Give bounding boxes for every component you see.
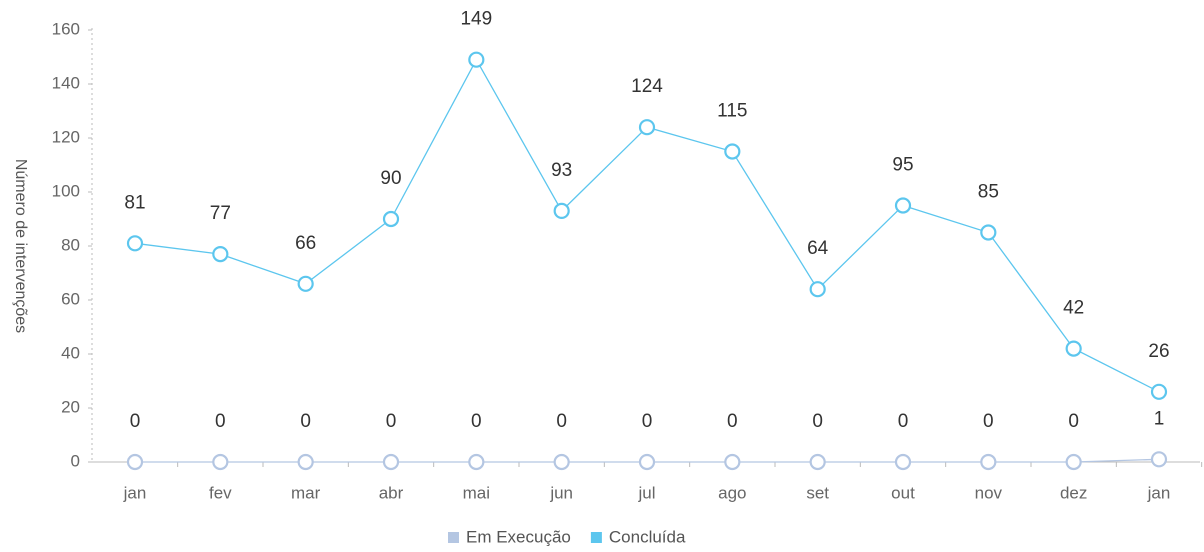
x-tick-label: jan xyxy=(123,483,147,502)
point xyxy=(1065,453,1082,471)
point xyxy=(553,453,570,471)
data-label: 1 xyxy=(1154,408,1165,429)
series-line xyxy=(134,58,1160,393)
data-label: 0 xyxy=(130,411,141,432)
point xyxy=(638,119,656,136)
point xyxy=(126,235,144,252)
data-label: 149 xyxy=(460,9,492,30)
point xyxy=(1150,383,1168,400)
x-tick-label: jan xyxy=(1147,483,1171,502)
x-tick-label: mar xyxy=(291,483,321,502)
data-label: 0 xyxy=(471,411,482,432)
x-tick-label: nov xyxy=(975,483,1003,502)
x-tick-label: abr xyxy=(379,483,404,502)
data-label: 26 xyxy=(1148,341,1169,362)
legend-swatch xyxy=(448,532,459,543)
y-tick-label: 0 xyxy=(71,451,80,470)
data-label: 0 xyxy=(1068,411,1079,432)
point xyxy=(1065,340,1082,357)
y-tick-label: 140 xyxy=(52,73,80,92)
y-axis-label: Número de intervenções xyxy=(12,159,29,333)
data-label: 42 xyxy=(1063,298,1084,319)
data-label: 85 xyxy=(978,182,999,203)
data-label: 115 xyxy=(717,101,747,122)
point xyxy=(553,202,570,219)
y-tick-label: 20 xyxy=(61,397,80,416)
data-label: 0 xyxy=(727,411,738,432)
legend-swatch xyxy=(590,532,602,543)
point xyxy=(297,275,314,292)
point xyxy=(468,51,485,68)
point xyxy=(980,224,997,241)
data-label: 81 xyxy=(124,192,145,213)
x-tick-label: set xyxy=(806,483,829,502)
point xyxy=(468,453,485,471)
data-label: 0 xyxy=(215,411,226,432)
point xyxy=(297,453,314,471)
data-label: 64 xyxy=(807,238,829,259)
point xyxy=(638,453,656,471)
data-label: 77 xyxy=(210,203,231,224)
x-tick-label: jul xyxy=(637,483,655,502)
point xyxy=(809,453,826,471)
point xyxy=(809,281,826,298)
x-tick-label: ago xyxy=(718,483,746,502)
x-tick-label: out xyxy=(891,483,915,502)
point xyxy=(212,246,229,263)
data-label: 124 xyxy=(631,76,663,97)
point xyxy=(212,453,229,471)
data-label: 66 xyxy=(295,233,316,254)
y-tick-label: 80 xyxy=(61,235,80,254)
y-tick-label: 100 xyxy=(52,181,80,200)
point xyxy=(980,453,997,471)
data-label: 0 xyxy=(898,411,909,432)
data-label: 95 xyxy=(892,155,913,176)
y-tick-label: 60 xyxy=(61,289,80,308)
point xyxy=(894,197,912,214)
point xyxy=(724,143,741,160)
point xyxy=(894,453,912,471)
x-tick-label: dez xyxy=(1060,483,1087,502)
y-tick-label: 120 xyxy=(52,127,80,146)
x-tick-label: jun xyxy=(549,483,573,502)
data-label: 0 xyxy=(642,411,653,432)
data-label: 93 xyxy=(551,160,572,181)
y-tick-label: 160 xyxy=(52,19,80,38)
point xyxy=(1150,451,1168,468)
x-tick-label: fev xyxy=(209,483,232,502)
point xyxy=(382,210,400,228)
point xyxy=(126,453,144,471)
point xyxy=(724,453,741,471)
data-label: 0 xyxy=(983,411,994,432)
data-label: 0 xyxy=(812,411,823,432)
legend-label: Em Execução xyxy=(466,527,571,546)
legend-label: Concluída xyxy=(609,527,686,546)
point xyxy=(382,453,400,471)
data-label: 0 xyxy=(386,411,397,432)
data-label: 0 xyxy=(300,411,311,432)
data-label: 0 xyxy=(556,411,567,432)
x-tick-label: mai xyxy=(463,483,490,502)
y-tick-label: 40 xyxy=(61,343,80,362)
data-label: 90 xyxy=(380,168,401,189)
